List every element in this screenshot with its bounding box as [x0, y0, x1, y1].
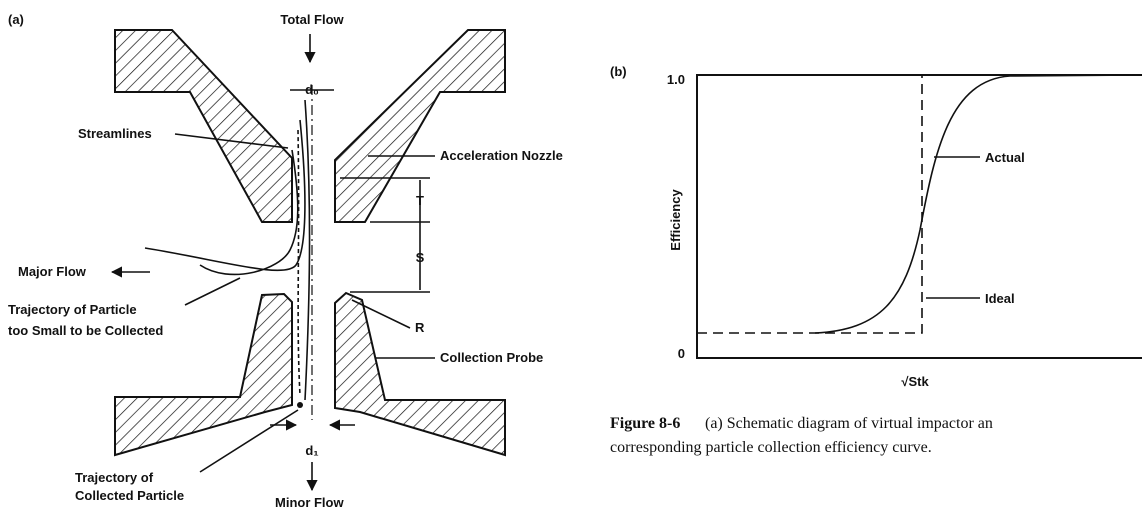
particle: [297, 402, 303, 408]
x-axis-title: √Stk: [901, 374, 929, 389]
curve-label: Actual: [985, 150, 1025, 165]
streamlines-label: Streamlines: [78, 126, 152, 141]
leader: [174, 133, 289, 149]
streamline: [304, 99, 311, 401]
actual-curve: [814, 74, 1142, 334]
probe-right: [334, 291, 506, 457]
total-flow: Total Flow: [280, 12, 344, 27]
collected-particle: Collected Particle: [75, 488, 184, 503]
leader: [184, 277, 241, 306]
small-particle: Trajectory of Particle: [8, 302, 137, 317]
collected-particle: Trajectory of: [75, 470, 154, 485]
nozzle-left: [114, 29, 293, 223]
probe-width: d₁: [305, 443, 318, 458]
small-particle: too Small to be Collected: [8, 323, 163, 338]
curve-label: Ideal: [985, 291, 1015, 306]
panel-label: (a): [8, 12, 24, 27]
probe-left: [114, 292, 293, 457]
major-flow: Major Flow: [18, 264, 87, 279]
y-tick-label: 0: [678, 346, 685, 361]
particle-path: [297, 129, 301, 396]
plot-frame: [696, 74, 1142, 359]
y-axis-title: Efficiency: [668, 189, 683, 251]
radius: R: [415, 320, 425, 335]
leader: [199, 409, 299, 473]
gap-s: S: [416, 250, 425, 265]
y-tick-label: 1.0: [667, 72, 685, 87]
leader: [351, 299, 411, 329]
probe-label: Collection Probe: [440, 350, 543, 365]
gap-t: T: [416, 193, 424, 208]
nozzle-label: Acceleration Nozzle: [440, 148, 563, 163]
caption: (a) Schematic diagram of virtual impacto…: [705, 415, 993, 432]
panel-label: (b): [610, 64, 627, 79]
minor-flow: Minor Flow: [275, 495, 344, 510]
streamline: [199, 149, 299, 276]
caption: corresponding particle collection effici…: [610, 439, 932, 456]
ideal-curve: [697, 75, 923, 334]
streamline: [144, 119, 306, 272]
nozzle-width: d₀: [305, 82, 319, 97]
nozzle-right: [334, 29, 506, 223]
caption-number: Figure 8-6: [610, 415, 680, 432]
